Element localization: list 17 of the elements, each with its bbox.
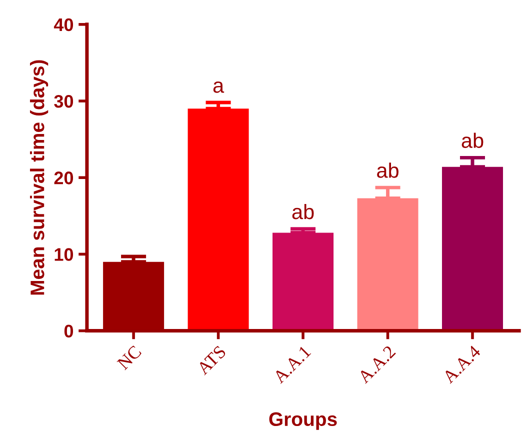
y-tick-label: 10: [54, 248, 74, 261]
annotation: ab: [377, 162, 398, 178]
y-axis-title: Mean survival time (days): [30, 60, 48, 295]
y-tick-label: 0: [64, 324, 74, 338]
annotation: ab: [292, 204, 314, 220]
bar: [272, 232, 334, 331]
y-tick-label: 40: [54, 18, 74, 32]
x-tick-label: NC: [116, 345, 142, 370]
annotation: a: [213, 81, 224, 93]
y-tick-label: 20: [54, 172, 74, 184]
x-axis-title: Groups: [269, 412, 337, 430]
x-tick-label: ATS: [196, 345, 226, 376]
annotation: ab: [462, 132, 484, 148]
bar: [357, 198, 418, 331]
y-tick-label: 30: [54, 94, 74, 108]
bar: [442, 166, 503, 331]
bar: [188, 108, 249, 331]
